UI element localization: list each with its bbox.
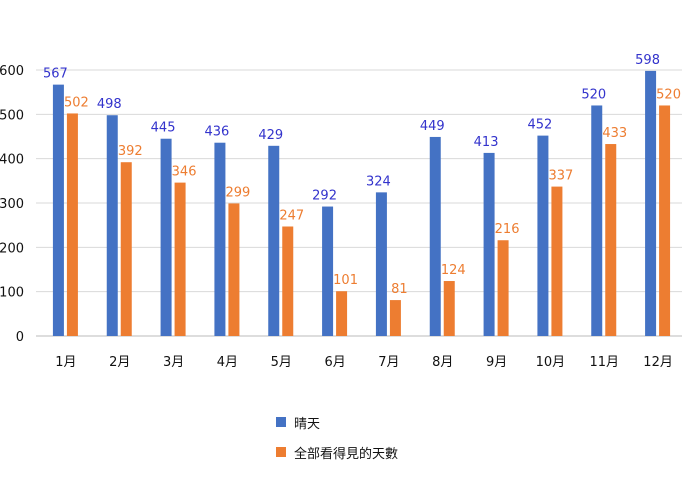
y-tick-label: 500 (0, 108, 24, 123)
x-tick-label: 9月 (486, 355, 507, 370)
y-tick-label: 100 (0, 286, 24, 301)
x-tick-label: 6月 (324, 355, 345, 370)
data-label-series-1: 498 (97, 97, 122, 112)
data-label-series-2: 216 (495, 222, 520, 237)
data-label-series-2: 247 (279, 208, 304, 223)
x-tick-label: 8月 (432, 355, 453, 370)
bar-series-2 (551, 186, 563, 336)
bar-series-1 (106, 115, 118, 336)
bar-series-2 (174, 182, 186, 336)
legend-item-series-2: 全部看得見的天數 (276, 442, 398, 462)
legend: 晴天 全部看得見的天數 (276, 412, 398, 472)
x-tick-label: 12月 (643, 355, 673, 370)
bar-series-2 (605, 144, 617, 336)
data-label-series-2: 299 (226, 185, 251, 200)
data-label-series-2: 124 (441, 263, 466, 278)
bar-series-1 (52, 84, 64, 336)
legend-label-series-1: 晴天 (294, 416, 321, 432)
x-tick-label: 3月 (163, 355, 184, 370)
bar-series-1 (160, 138, 172, 336)
data-label-series-1: 598 (635, 53, 660, 68)
bar-series-2 (389, 300, 401, 336)
y-tick-label: 200 (0, 241, 24, 256)
bar-series-1 (591, 105, 603, 336)
x-tick-label: 2月 (109, 355, 130, 370)
x-tick-label: 10月 (536, 355, 566, 370)
bar-series-1 (268, 145, 280, 336)
bar-series-2 (659, 105, 671, 336)
x-tick-label: 11月 (589, 355, 619, 370)
x-tick-label: 1月 (55, 355, 76, 370)
data-label-series-2: 433 (602, 126, 627, 141)
data-label-series-1: 413 (474, 135, 499, 150)
data-label-series-2: 101 (333, 273, 358, 288)
x-tick-label: 5月 (271, 355, 292, 370)
bar-series-1 (537, 135, 549, 336)
y-tick-label: 600 (0, 64, 24, 79)
data-label-series-1: 449 (420, 119, 445, 134)
data-label-series-2: 502 (64, 95, 89, 110)
bar-series-2 (336, 291, 348, 336)
data-label-series-2: 337 (549, 169, 574, 184)
data-label-series-1: 429 (258, 128, 283, 143)
x-tick-label: 4月 (217, 355, 238, 370)
legend-item-series-1: 晴天 (276, 412, 398, 432)
bar-series-1 (483, 152, 495, 336)
bar-series-2 (228, 203, 240, 336)
data-label-series-1: 324 (366, 174, 391, 189)
y-tick-label: 400 (0, 153, 24, 168)
legend-swatch-series-1 (276, 417, 286, 427)
bar-series-1 (645, 70, 657, 337)
bar-series-2 (443, 281, 455, 336)
data-label-series-1: 436 (205, 125, 230, 140)
bar-series-1 (375, 192, 387, 336)
bar-series-1 (322, 206, 334, 336)
data-label-series-1: 567 (43, 67, 68, 82)
bar-series-1 (429, 136, 441, 336)
data-label-series-1: 292 (312, 189, 337, 204)
legend-label-series-2: 全部看得見的天數 (294, 446, 399, 462)
y-tick-label: 0 (16, 330, 24, 345)
data-label-series-1: 445 (151, 121, 176, 136)
data-label-series-1: 520 (581, 87, 606, 102)
y-tick-label: 300 (0, 197, 24, 212)
data-label-series-1: 452 (528, 118, 553, 133)
data-label-series-2: 346 (172, 165, 197, 180)
data-label-series-2: 392 (118, 144, 143, 159)
bar-series-2 (120, 162, 132, 336)
bar-series-1 (214, 142, 226, 336)
bar-series-2 (282, 226, 294, 336)
bar-series-2 (66, 113, 78, 337)
data-label-series-2: 520 (656, 87, 681, 102)
x-tick-label: 7月 (378, 355, 399, 370)
bar-series-2 (497, 240, 509, 336)
data-label-series-2: 81 (391, 282, 408, 297)
legend-swatch-series-2 (276, 447, 286, 457)
